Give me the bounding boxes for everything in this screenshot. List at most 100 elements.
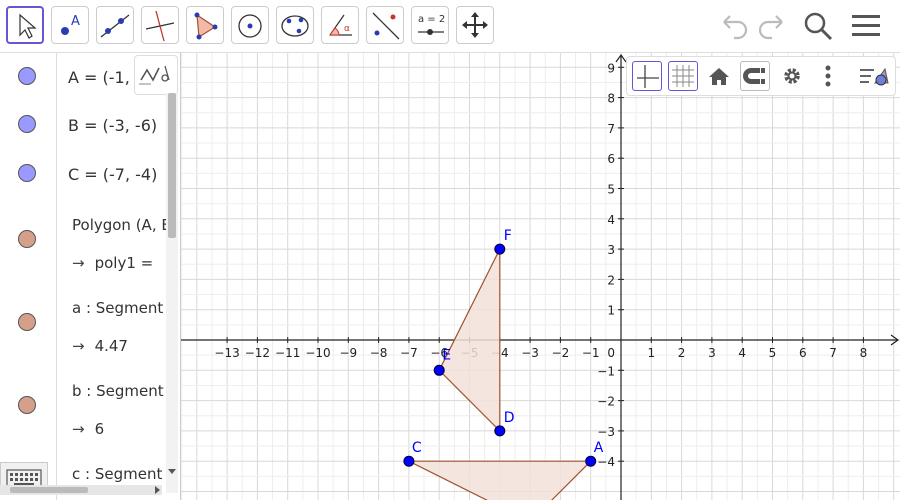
x-tick-label: −7 [400,346,418,360]
point-label: F [504,228,512,244]
home-icon [709,68,729,85]
gear-icon [784,68,800,84]
visibility-column [0,282,57,365]
algebra-definition[interactable]: A = (-1, [68,68,130,87]
undo-button[interactable] [716,8,752,44]
main-menu-button[interactable] [848,8,884,44]
visibility-toggle[interactable] [18,396,36,414]
point-tool-button[interactable]: A [51,6,89,44]
algebra-row-point-c[interactable]: C = (-7, -4) [0,150,166,200]
hamburger-menu-icon [852,15,880,36]
point-capturing-button[interactable] [740,61,770,91]
points: F E D C A [403,228,604,467]
algebra-horizontal-scrollbar[interactable] [0,485,162,495]
algebra-value: → 4.47 [72,337,128,355]
toggle-grid-button[interactable] [668,61,698,91]
scroll-right-icon[interactable] [152,485,162,495]
visibility-toggle[interactable] [18,164,36,182]
algebra-row-segment-a[interactable]: a : Segment ( → 4.47 [0,282,174,366]
algebra-definition[interactable]: C = (-7, -4) [68,165,158,184]
visibility-toggle[interactable] [18,230,36,248]
toolbar: A α a = 2 [0,0,900,53]
scroll-down-icon[interactable] [166,465,178,477]
polygon-icon [194,12,218,40]
y-tick-label: 1 [607,304,615,318]
y-tick-label: 2 [607,273,615,287]
polygon-def [438,248,501,433]
x-tick-label: 3 [708,346,716,360]
x-tick-label: −9 [339,346,357,360]
visibility-column [0,101,57,150]
x-tick-label: 1 [647,346,655,360]
slider-tool-button[interactable]: a = 2 [411,6,449,44]
algebra-style-icon [139,65,170,85]
visibility-toggle[interactable] [18,115,36,133]
point-label: E [442,347,451,363]
line-tool-button[interactable] [96,6,134,44]
more-options-button[interactable] [813,61,843,91]
axes [181,53,900,500]
algebra-definition[interactable]: a : Segment ( [72,299,174,317]
grid [181,53,900,500]
search-button[interactable] [800,8,836,44]
y-tick-label: −2 [597,395,615,409]
visibility-toggle[interactable] [18,313,36,331]
algebra-value-text: poly1 = [94,254,154,272]
perpendicular-line-icon [145,10,175,42]
polygon-tool-button[interactable] [186,6,224,44]
circle-icon [238,14,262,38]
redo-icon [758,15,783,40]
point-f [494,243,506,255]
move-tool-button[interactable] [6,6,44,44]
more-vertical-icon [825,65,831,87]
toggle-axes-button[interactable] [632,61,662,91]
perpendicular-tool-button[interactable] [141,6,179,44]
reflect-tool-button[interactable] [366,6,404,44]
y-tick-label: −1 [597,364,615,378]
x-tick-label: −2 [552,346,570,360]
visibility-toggle[interactable] [18,67,36,85]
graphics-view[interactable]: −13−12−11−10−9−8−7−6−5−4−3−2−11234567898… [181,53,900,500]
x-tick-label: −1 [582,346,600,360]
algebra-value-text: 6 [94,420,105,438]
x-tick-label: 4 [738,346,746,360]
circle-tool-button[interactable] [231,6,269,44]
algebra-scrollbar[interactable] [166,93,178,493]
algebra-row-segment-b[interactable]: b : Segment ( → 6 [0,365,174,449]
grid-icon [672,65,694,87]
arrow-right-icon: → [72,254,85,272]
x-axis-arrow [890,334,900,346]
x-tick-label: −10 [305,346,330,360]
angle-tool-button[interactable]: α [321,6,359,44]
algebra-scroll-thumb[interactable] [168,93,176,238]
arrow-right-icon: → [72,337,85,355]
move-view-tool-button[interactable] [456,6,494,44]
redo-button[interactable] [754,8,790,44]
algebra-horizontal-thumb[interactable] [10,487,88,493]
conic-tool-button[interactable] [276,6,314,44]
cursor-arrow-icon [19,13,37,39]
algebra-definition[interactable]: B = (-3, -6) [68,116,158,135]
svg-text:a = 2: a = 2 [418,14,445,25]
slider-icon: a = 2 [418,14,445,35]
algebra-row-polygon[interactable]: Polygon (A, B → poly1 = [0,199,172,283]
point-icon: A [61,14,80,35]
standard-view-button[interactable] [704,61,734,91]
algebra-definition[interactable]: b : Segment ( [72,382,175,400]
algebra-value: → poly1 = [72,254,153,272]
style-bar-toggle-button[interactable] [857,61,889,91]
angle-icon: α [329,14,352,36]
x-tick-label: 8 [860,346,868,360]
x-tick-label: −12 [245,346,270,360]
x-tick-label: −8 [370,346,388,360]
axes-icon [637,65,659,88]
algebra-definition[interactable]: c : Segment ( [72,465,173,483]
graphics-settings-button[interactable] [777,61,807,91]
algebra-definition[interactable]: Polygon (A, B [72,216,172,234]
magnet-icon [743,68,765,84]
axis-tick-labels: −13−12−11−10−9−8−7−6−5−4−3−2−11234567898… [214,61,867,469]
algebra-style-button[interactable] [134,55,178,95]
algebra-row-point-b[interactable]: B = (-3, -6) [0,101,166,151]
y-tick-label: −3 [597,425,615,439]
x-tick-label: −3 [521,346,539,360]
